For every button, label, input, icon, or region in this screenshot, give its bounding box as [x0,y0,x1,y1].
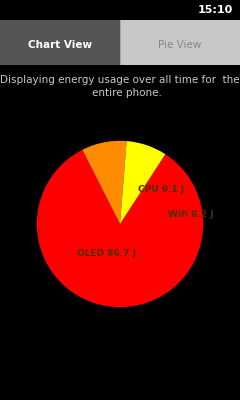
Bar [120,20,240,65]
Text: Chart View: Chart View [28,40,92,50]
Wedge shape [120,141,165,224]
Text: OLED 86.7 J: OLED 86.7 J [77,249,136,258]
Wedge shape [37,150,203,307]
Text: Wifi 8.2 J: Wifi 8.2 J [168,210,214,218]
Text: Pie View: Pie View [158,40,202,50]
Text: 15:10: 15:10 [198,5,233,15]
Text: Displaying energy usage over all time for  the
    entire phone.: Displaying energy usage over all time fo… [0,75,240,98]
Wedge shape [82,141,127,224]
Bar [0,20,120,65]
Text: CPU 9.1 J: CPU 9.1 J [138,184,185,194]
